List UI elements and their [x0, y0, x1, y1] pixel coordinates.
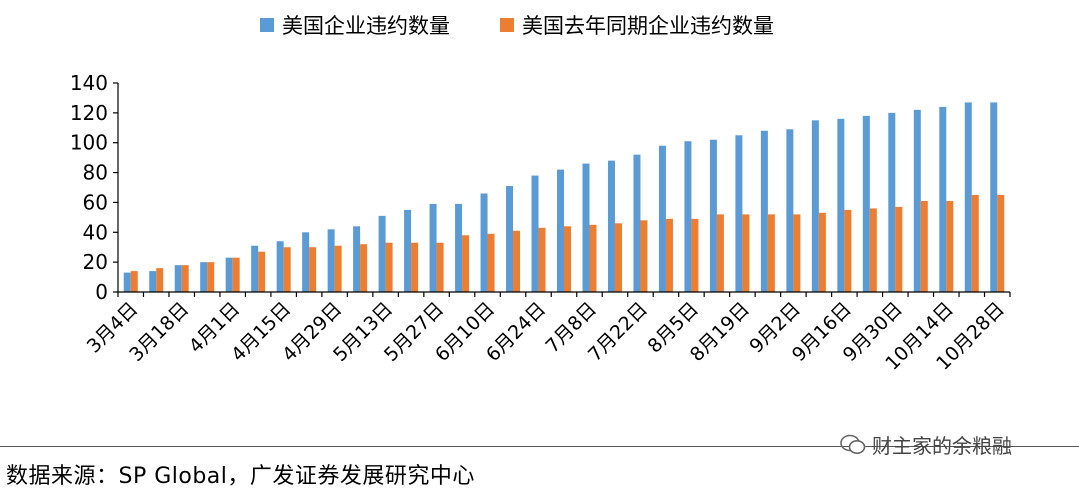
wechat-icon: [840, 434, 866, 454]
legend-item-series-2: 美国去年同期企业违约数量: [500, 10, 774, 40]
bar-series-1: [276, 241, 284, 292]
bar-series-1: [760, 130, 768, 292]
bar-series-1: [302, 232, 310, 292]
bar-series-2: [564, 226, 571, 292]
bar-series-2: [920, 200, 928, 292]
bar-series-1: [939, 106, 947, 292]
bar-series-1: [582, 163, 590, 292]
watermark: 财主家的余粮融: [840, 430, 1012, 459]
y-tick-label: 40: [83, 220, 108, 244]
bar-series-2: [360, 244, 368, 292]
bar-series-1: [607, 160, 615, 292]
bar-series-2: [716, 214, 724, 292]
bar-series-2: [385, 242, 393, 292]
bar-series-1: [123, 272, 131, 292]
bar-series-2: [309, 247, 317, 292]
bar-series-2: [283, 247, 291, 292]
y-tick-label: 0: [95, 280, 108, 304]
bar-series-1: [990, 102, 998, 293]
bar-series-1: [378, 215, 386, 292]
legend-swatch-series-1: [260, 18, 274, 32]
bar-series-1: [480, 193, 488, 292]
bar-series-1: [251, 245, 259, 292]
bar-series-2: [869, 208, 877, 292]
bar-series-1: [709, 139, 717, 292]
bar-series-2: [614, 223, 622, 292]
bar-series-1: [735, 135, 743, 292]
bar-series-1: [658, 145, 666, 292]
bar-series-1: [429, 203, 437, 292]
bar-series-1: [531, 175, 539, 292]
bar-series-2: [538, 227, 546, 292]
bar-series-1: [633, 154, 641, 292]
y-tick-label: 100: [70, 131, 108, 155]
bar-series-2: [487, 233, 495, 292]
bar-series-1: [506, 186, 514, 292]
bar-series-2: [767, 214, 775, 292]
bar-series-2: [436, 242, 444, 292]
bar-series-2: [640, 220, 648, 292]
bar-series-2: [232, 257, 240, 292]
bar-series-2: [946, 200, 954, 292]
bar-series-1: [862, 115, 870, 292]
bar-series-2: [742, 214, 750, 292]
legend-item-series-1: 美国企业违约数量: [260, 10, 450, 40]
source-note: 数据来源：SP Global，广发证券发展研究中心: [6, 464, 475, 489]
bar-series-2: [691, 218, 699, 292]
bar-series-1: [225, 257, 233, 292]
bar-series-1: [557, 169, 564, 292]
bar-series-1: [888, 112, 896, 292]
legend-label-series-1: 美国企业违约数量: [282, 14, 450, 38]
legend: 美国企业违约数量 美国去年同期企业违约数量: [260, 10, 824, 40]
bar-series-2: [156, 268, 164, 292]
bar-series-2: [793, 214, 801, 292]
y-tick-label: 140: [70, 71, 108, 95]
bar-series-2: [895, 206, 903, 292]
plot-area: 0204060801001201403月4日3月18日4月1日4月15日4月29…: [70, 71, 1011, 375]
bar-series-1: [200, 262, 208, 292]
footer-divider: [0, 446, 1079, 447]
bar-series-1: [964, 102, 972, 293]
bar-series-1: [455, 203, 463, 292]
bar-series-1: [404, 209, 412, 292]
bar-series-2: [844, 209, 852, 292]
bar-series-2: [462, 235, 470, 292]
bar-series-2: [818, 212, 826, 292]
bar-series-1: [174, 265, 182, 292]
watermark-text: 财主家的余粮融: [872, 434, 1012, 458]
legend-label-series-2: 美国去年同期企业违约数量: [522, 14, 774, 38]
bar-series-1: [327, 229, 335, 292]
bar-series-2: [181, 265, 189, 292]
bar-series-2: [997, 194, 1005, 292]
bar-series-2: [665, 218, 673, 292]
bar-series-2: [589, 224, 597, 292]
bar-series-2: [411, 242, 419, 292]
bar-series-2: [207, 262, 215, 292]
bar-series-1: [811, 120, 819, 292]
legend-swatch-series-2: [500, 18, 514, 32]
bar-series-1: [913, 109, 921, 292]
y-tick-label: 120: [70, 101, 108, 125]
y-tick-label: 20: [83, 250, 108, 274]
y-tick-label: 60: [83, 190, 108, 214]
y-tick-label: 80: [83, 161, 108, 185]
bar-series-1: [353, 226, 361, 292]
bar-series-2: [130, 271, 138, 292]
bar-series-1: [149, 271, 157, 292]
bar-series-1: [684, 141, 692, 292]
bar-series-2: [334, 245, 342, 292]
bar-series-1: [837, 118, 845, 292]
bar-series-2: [513, 230, 521, 292]
bar-series-2: [258, 251, 266, 292]
bar-series-2: [971, 194, 979, 292]
bar-series-1: [786, 129, 794, 292]
